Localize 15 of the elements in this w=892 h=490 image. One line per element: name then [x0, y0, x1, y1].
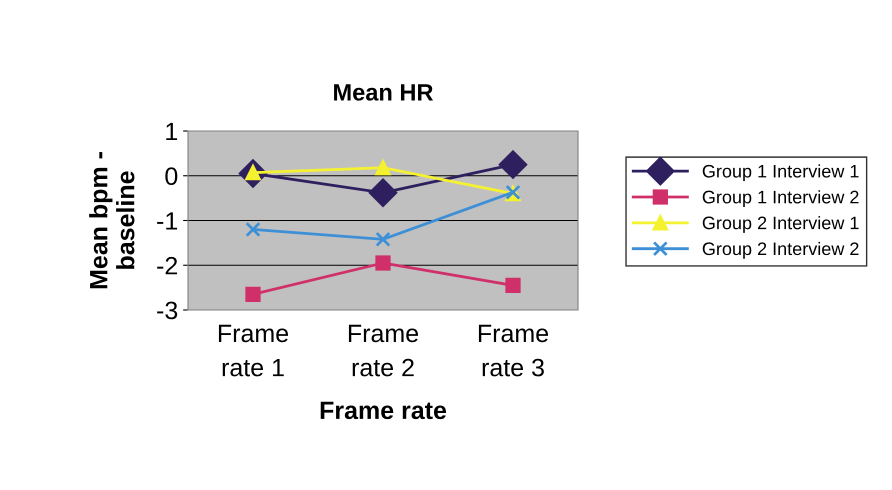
- legend-label: Group 1 Interview 2: [702, 190, 859, 208]
- y-tick-label: -3: [157, 302, 178, 320]
- legend-label: Group 2 Interview 2: [702, 242, 859, 259]
- y-tick-label: 0: [165, 167, 178, 186]
- y-axis-title: Mean bpm - baseline: [89, 152, 134, 288]
- legend-label: Group 1 Interview 1: [702, 164, 859, 182]
- x-axis-title: Frame rate: [320, 402, 446, 420]
- chart-title: Mean HR: [334, 84, 434, 101]
- y-tick-label: 1: [166, 122, 178, 140]
- x-tick-label: Frame rate 1: [218, 324, 288, 376]
- legend-label: Group 2 Interview 1: [702, 216, 859, 233]
- y-tick-label: -2: [157, 256, 178, 274]
- x-tick-label: Frame rate 3: [478, 324, 548, 376]
- y-tick-label: -1: [157, 212, 178, 230]
- x-tick-label: Frame rate 2: [348, 324, 418, 376]
